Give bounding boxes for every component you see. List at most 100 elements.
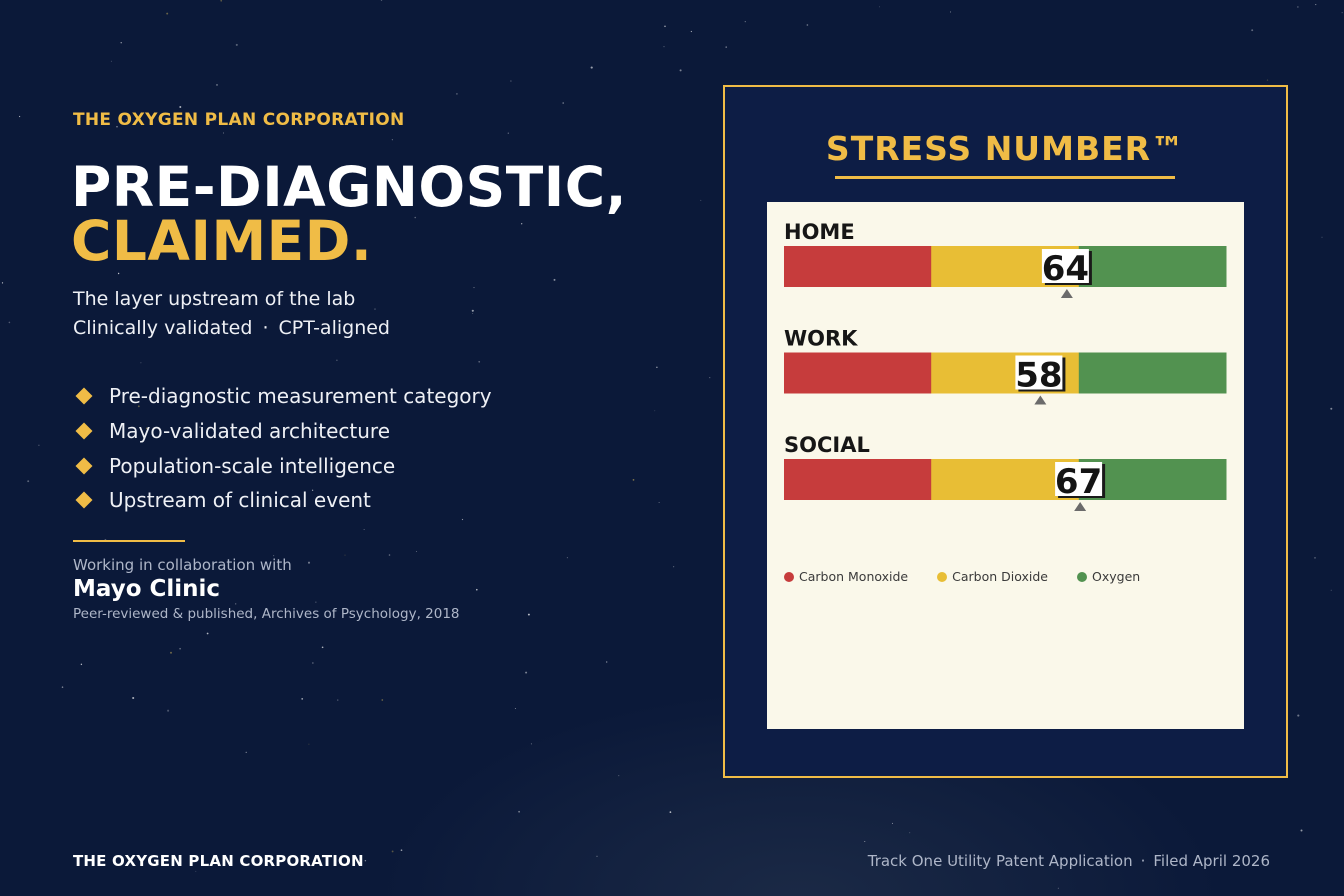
list-item-text: Pre-diagnostic measurement category: [109, 384, 492, 409]
legend-label: Carbon Dioxide: [952, 569, 1048, 584]
star: [170, 651, 172, 654]
star: [197, 294, 199, 296]
subline-1: The layer upstream of the lab: [73, 288, 356, 310]
legend-item-oxygen: Oxygen: [1077, 569, 1140, 584]
star: [949, 11, 952, 13]
star: [381, 699, 384, 701]
star: [744, 20, 746, 23]
star: [951, 860, 954, 863]
star: [527, 613, 530, 616]
star: [664, 25, 666, 28]
star: [206, 632, 209, 635]
star: [553, 278, 556, 281]
star: [166, 12, 169, 15]
list-item: Pre-diagnostic measurement category: [73, 379, 492, 414]
star: [590, 66, 593, 69]
star: [216, 84, 218, 86]
star: [344, 554, 346, 556]
footer-separator: ·: [1140, 852, 1146, 870]
star: [235, 603, 237, 605]
star: [391, 139, 393, 141]
legend-label: Oxygen: [1092, 569, 1141, 584]
star: [80, 663, 83, 666]
star: [61, 686, 64, 688]
star: [179, 106, 182, 108]
company-eyebrow: THE OXYGEN PLAN CORPORATION: [73, 110, 405, 130]
star: [632, 479, 635, 481]
star: [477, 205, 479, 208]
star: [364, 859, 367, 862]
star: [663, 46, 665, 48]
panel-title-underline: [835, 176, 1175, 179]
star: [521, 223, 523, 225]
headline-line-1: PRE-DIAGNOSTIC,: [71, 155, 628, 219]
headline-line-2: CLAIMED.: [71, 209, 373, 273]
star: [471, 309, 474, 312]
star: [110, 60, 112, 62]
star: [1297, 6, 1299, 8]
diamond-bullet-icon: [75, 457, 93, 475]
star: [673, 566, 675, 568]
legend-item-carbon-dioxide: Carbon Dioxide: [937, 569, 1048, 584]
subheadline: The layer upstream of the lab Clinically…: [73, 285, 390, 343]
star: [245, 751, 247, 754]
star: [806, 24, 809, 26]
star: [1330, 407, 1333, 410]
collaboration-intro: Working in collaboration with: [73, 556, 292, 574]
star: [337, 699, 339, 701]
legend-dot: [937, 571, 948, 582]
star: [137, 405, 140, 408]
headline: PRE-DIAGNOSTIC, CLAIMED.: [71, 160, 627, 273]
star: [214, 118, 217, 121]
star: [514, 707, 516, 710]
star: [301, 698, 304, 700]
star: [864, 841, 866, 842]
star: [679, 69, 682, 72]
gauge-zone-carbon-monoxide: [784, 459, 932, 500]
star: [1, 282, 4, 284]
star: [179, 647, 181, 650]
star: [315, 601, 317, 603]
star: [391, 850, 394, 853]
star: [116, 126, 118, 128]
gauge-value-work: 58: [1015, 356, 1062, 396]
star: [400, 849, 403, 852]
star: [374, 308, 376, 310]
list-item-text: Population-scale intelligence: [109, 453, 396, 478]
gauge-chart: HOME 64 WORK 58 SOCIAL 67: [784, 220, 1227, 511]
star: [510, 80, 512, 82]
star: [273, 555, 275, 557]
star: [363, 529, 365, 530]
legend-dot: [1077, 571, 1087, 582]
star: [195, 870, 197, 872]
star: [167, 709, 170, 712]
list-item: Mayo-validated architecture: [73, 414, 492, 449]
star: [414, 216, 416, 219]
star: [530, 743, 532, 745]
star: [199, 426, 201, 428]
star: [8, 321, 11, 324]
footer-patent-note: Track One Utility Patent Application · Fil…: [868, 852, 1270, 870]
subline-separator: ·: [262, 317, 269, 339]
gauge-zone-oxygen: [1078, 352, 1227, 394]
star: [268, 472, 270, 474]
list-item: Population-scale intelligence: [73, 448, 492, 483]
star: [700, 199, 702, 201]
footer-company: THE OXYGEN PLAN CORPORATION: [73, 852, 364, 870]
star: [456, 93, 458, 95]
subline-2: Clinically validated · CPT-aligned: [73, 314, 390, 343]
star: [507, 132, 509, 134]
star: [478, 360, 481, 363]
panel-title: STRESS NUMBER™: [825, 129, 1186, 168]
star: [669, 811, 672, 813]
star: [1330, 589, 1332, 591]
gauge-value-social: 67: [1055, 462, 1102, 502]
legend: Carbon Monoxide Carbon Dioxide Oxygen: [784, 569, 1169, 584]
star: [469, 174, 472, 177]
star: [235, 43, 238, 46]
gauge-value-box: [1041, 249, 1089, 283]
star: [311, 489, 314, 491]
citation: Peer-reviewed & published, Archives of P…: [73, 606, 460, 622]
star: [1057, 887, 1059, 889]
star: [27, 480, 30, 483]
